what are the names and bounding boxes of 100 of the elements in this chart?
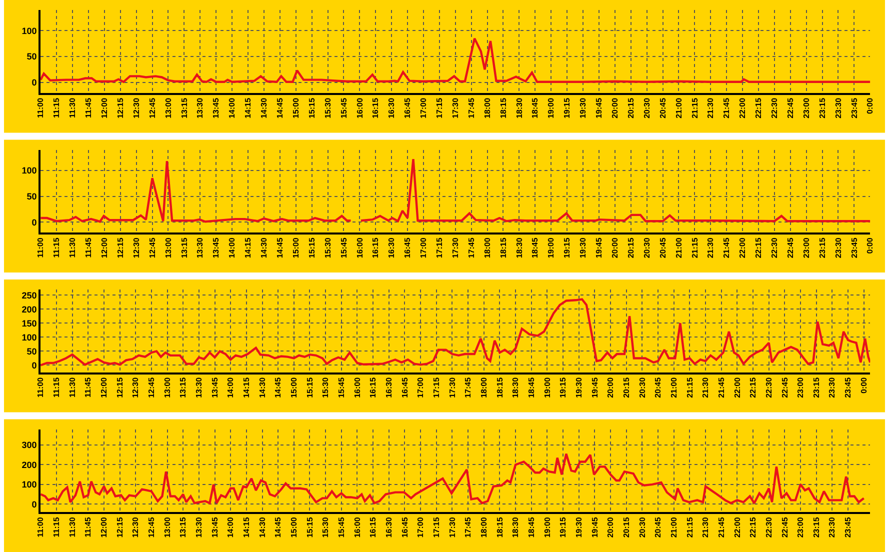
x-tick-label: 13:30 bbox=[194, 376, 204, 398]
x-tick-label: 14:00 bbox=[228, 237, 237, 258]
x-tick-label: 16:15 bbox=[371, 237, 380, 258]
x-tick-label: 17:15 bbox=[435, 97, 444, 118]
x-tick-label: 21:15 bbox=[685, 516, 694, 538]
x-tick-label: 14:15 bbox=[244, 237, 253, 258]
x-tick-label: 22:30 bbox=[770, 237, 780, 258]
x-tick-label: 11:00 bbox=[36, 516, 46, 538]
x-tick-label: 19:15 bbox=[558, 376, 568, 398]
x-tick-label: 12:15 bbox=[115, 376, 124, 398]
x-tick-label: 12:30 bbox=[131, 516, 140, 538]
x-tick-label: 13:45 bbox=[212, 97, 221, 118]
x-tick-label: 21:45 bbox=[722, 97, 732, 118]
x-tick-label: 22:15 bbox=[748, 376, 758, 398]
x-tick-label: 20:30 bbox=[638, 516, 647, 538]
x-tick-label: 18:45 bbox=[526, 376, 536, 398]
x-tick-label: 17:15 bbox=[435, 237, 444, 258]
x-tick-label: 19:30 bbox=[574, 516, 584, 538]
x-tick-label: 22:00 bbox=[738, 237, 748, 258]
x-tick-label: 23:15 bbox=[812, 376, 821, 398]
x-tick-label: 23:45 bbox=[850, 237, 859, 258]
x-tick-label: 13:30 bbox=[196, 237, 205, 258]
x-tick-label: 18:15 bbox=[495, 516, 504, 538]
x-tick-label: 13:30 bbox=[194, 516, 204, 538]
x-tick-label: 13:00 bbox=[164, 237, 173, 258]
y-tick-label: 200 bbox=[22, 460, 37, 470]
x-tick-label: 21:15 bbox=[685, 376, 694, 398]
x-tick-label: 20:00 bbox=[610, 237, 620, 258]
x-tick-label: 17:00 bbox=[416, 376, 426, 398]
x-tick-label: 13:45 bbox=[210, 516, 220, 538]
y-tick-label: 0 bbox=[32, 78, 37, 88]
x-tick-label: 23:00 bbox=[796, 376, 806, 398]
y-tick-label: 50 bbox=[26, 191, 37, 202]
x-tick-label: 13:15 bbox=[180, 97, 189, 118]
x-tick-label: 16:45 bbox=[400, 376, 410, 398]
x-tick-label: 19:00 bbox=[542, 516, 552, 538]
x-tick-label: 22:45 bbox=[780, 376, 790, 398]
x-tick-label: 20:45 bbox=[658, 237, 668, 258]
x-tick-label: 23:45 bbox=[844, 516, 853, 538]
x-tick-label: 21:30 bbox=[701, 516, 710, 538]
x-tick-label: 18:00 bbox=[482, 237, 492, 258]
line-series bbox=[40, 298, 870, 366]
x-tick-label: 14:00 bbox=[228, 97, 237, 118]
x-tick-label: 13:15 bbox=[178, 376, 188, 398]
x-tick-label: 12:15 bbox=[116, 97, 125, 118]
x-tick-label: 22:00 bbox=[732, 516, 742, 538]
x-tick-label: 16:15 bbox=[368, 376, 378, 398]
x-tick-label: 13:30 bbox=[196, 97, 205, 118]
x-tick-label: 22:45 bbox=[786, 97, 795, 118]
x-tick-label: 14:45 bbox=[276, 237, 285, 258]
x-tick-label: 14:30 bbox=[260, 97, 269, 118]
x-tick-label: 17:30 bbox=[450, 237, 460, 258]
x-tick-label: 15:30 bbox=[323, 97, 332, 118]
x-tick-label: 15:00 bbox=[291, 97, 300, 118]
x-tick-label: 20:00 bbox=[610, 97, 620, 118]
x-tick-label: 12:45 bbox=[148, 97, 157, 118]
x-tick-label: 21:15 bbox=[690, 237, 700, 258]
x-tick-label: 18:15 bbox=[495, 376, 504, 398]
x-tick-label: 18:45 bbox=[526, 516, 536, 538]
x-tick-label: 13:45 bbox=[212, 237, 221, 258]
x-tick-label: 21:30 bbox=[706, 97, 716, 118]
x-tick-label: 13:15 bbox=[178, 516, 188, 538]
x-tick-label: 17:15 bbox=[432, 516, 441, 538]
x-tick-label: 22:30 bbox=[764, 516, 774, 538]
x-tick-label: 15:15 bbox=[307, 237, 316, 258]
x-tick-label: 16:15 bbox=[371, 97, 380, 118]
x-tick-label: 14:15 bbox=[244, 97, 253, 118]
x-tick-label: 21:00 bbox=[674, 237, 684, 258]
y-tick-label: 200 bbox=[22, 304, 37, 314]
y-tick-label: 250 bbox=[22, 290, 37, 300]
x-tick-label: 19:00 bbox=[542, 376, 552, 398]
x-tick-label: 0:00 bbox=[866, 237, 875, 254]
x-tick-label: 23:15 bbox=[818, 237, 827, 258]
x-tick-label: 0:00 bbox=[866, 97, 875, 114]
x-tick-label: 11:15 bbox=[52, 376, 62, 398]
x-tick-label: 21:45 bbox=[716, 376, 726, 398]
x-tick-label: 12:45 bbox=[147, 376, 156, 398]
x-tick-label: 15:00 bbox=[291, 237, 300, 258]
x-tick-label: 18:15 bbox=[498, 97, 508, 118]
x-tick-label: 14:30 bbox=[258, 376, 267, 398]
x-tick-label: 16:45 bbox=[403, 237, 412, 258]
x-tick-label: 11:15 bbox=[52, 97, 62, 118]
x-tick-label: 23:15 bbox=[818, 97, 827, 118]
x-tick-label: 15:30 bbox=[323, 237, 332, 258]
x-tick-label: 19:30 bbox=[578, 97, 588, 118]
x-tick-label: 11:30 bbox=[68, 516, 77, 538]
x-tick-label: 19:45 bbox=[594, 97, 604, 118]
x-tick-label: 23:45 bbox=[850, 97, 859, 118]
x-tick-label: 15:45 bbox=[339, 237, 348, 258]
x-tick-label: 21:00 bbox=[669, 516, 678, 538]
x-tick-label: 18:15 bbox=[498, 237, 508, 258]
x-tick-label: 17:30 bbox=[448, 376, 457, 398]
x-tick-label: 22:45 bbox=[786, 237, 795, 258]
x-tick-label: 15:45 bbox=[337, 376, 346, 398]
x-tick-label: 17:45 bbox=[464, 516, 473, 538]
x-tick-label: 12:00 bbox=[100, 97, 110, 118]
x-tick-label: 23:45 bbox=[844, 376, 853, 398]
x-tick-label: 15:30 bbox=[321, 516, 330, 538]
line-series bbox=[40, 452, 865, 504]
x-tick-label: 15:30 bbox=[321, 376, 330, 398]
